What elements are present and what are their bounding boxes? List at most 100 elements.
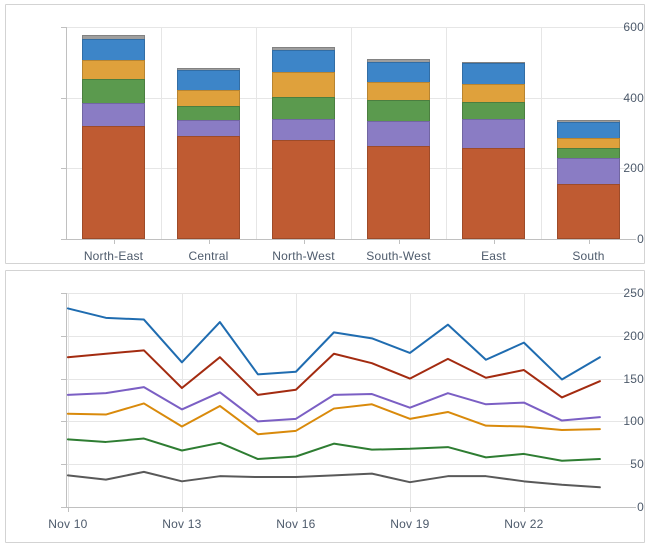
line-chart-gridline [66,378,636,380]
bar-stack[interactable] [82,27,145,239]
bar-segment[interactable] [367,58,430,62]
bar-stack[interactable] [557,27,620,239]
bar-segment[interactable] [557,121,620,138]
line-chart-xtick-mark [68,507,69,512]
bar-stack[interactable] [272,27,335,239]
bar-segment[interactable] [272,140,335,239]
bar-segment[interactable] [557,183,620,239]
line-series[interactable] [66,470,601,489]
bar-chart-xtick-mark [303,239,305,244]
bar-chart-x-axis [66,239,636,240]
line-chart-gridline [66,293,636,294]
line-chart-ytick-label: 50 [630,457,644,472]
bar-segment[interactable] [272,118,335,141]
bar-segment[interactable] [557,137,620,149]
line-chart-xtick-label: Nov 22 [504,517,544,531]
bar-segment[interactable] [367,146,430,239]
bar-segment[interactable] [272,72,335,97]
multi-line-chart-panel: 0 50 100 150 200 250 Nov 10 Nov 13 Nov 16 Nov 19 N… [5,270,645,543]
bar-chart-category-divider [161,27,162,239]
line-chart-xtick-mark [296,507,297,512]
bar-chart-ytick-mark [61,239,66,240]
bar-segment[interactable] [82,125,145,239]
line-chart-xtick-label: Nov 19 [390,517,430,531]
bar-segment[interactable] [82,38,145,60]
line-series[interactable] [66,437,601,462]
line-chart-xtick-label: Nov 10 [48,517,88,531]
line-chart-xtick-mark [524,507,525,512]
bar-segment[interactable] [462,62,525,84]
bar-chart-category-label: South-West [366,249,431,263]
bar-segment[interactable] [557,119,620,122]
line-series[interactable] [66,386,601,423]
bar-segment[interactable] [462,118,525,149]
bar-segment[interactable] [367,61,430,82]
bar-chart-category-divider [351,27,352,239]
line-chart-series-layer [66,307,601,489]
bar-chart-ytick-mark [61,97,66,99]
bar-segment[interactable] [177,136,240,239]
bar-segment[interactable] [177,68,240,71]
line-chart-ytick-label: 250 [623,286,644,300]
line-series[interactable] [66,402,601,436]
bar-chart-xtick-mark [588,239,590,244]
bar-chart-category-label: South [572,249,605,263]
bar-segment[interactable] [272,46,335,51]
line-chart-xtick-label: Nov 16 [276,517,316,531]
bar-segment[interactable] [177,70,240,90]
line-chart-gridline [66,464,636,466]
bar-segment[interactable] [177,89,240,106]
line-chart-ytick-label: 150 [623,371,644,386]
bar-segment[interactable] [557,158,620,184]
line-chart-x-axis [66,507,636,508]
bar-chart-ytick-label: 400 [623,90,644,105]
line-chart-ytick-mark [61,507,66,508]
bar-segment[interactable] [82,34,145,39]
line-chart-gridline [66,335,636,337]
bar-segment[interactable] [177,105,240,120]
line-chart-ytick-label: 200 [623,328,644,343]
bar-segment[interactable] [462,61,525,63]
bar-chart-category-divider [256,27,257,239]
line-chart-vertical-gridline [410,293,411,507]
bar-chart-ytick-label: 600 [623,20,644,34]
bar-chart-category-label: East [481,249,506,263]
multi-line-plot-area: 0 50 100 150 200 250 Nov 10 Nov 13 Nov 16 Nov 19 N… [6,271,644,542]
bar-segment[interactable] [367,120,430,147]
bar-chart-ytick-label: 0 [637,232,644,246]
bar-segment[interactable] [82,79,145,103]
bar-segment[interactable] [557,148,620,159]
bar-segment[interactable] [367,81,430,101]
line-chart-xtick-mark [410,507,411,512]
line-chart-ytick-mark [61,421,66,423]
bar-segment[interactable] [367,100,430,121]
bar-segment[interactable] [272,96,335,119]
line-chart-ytick-label: 0 [637,500,644,514]
bar-chart-ytick-label: 200 [623,161,644,176]
line-chart-xtick-label: Nov 13 [162,517,202,531]
bar-segment[interactable] [272,50,335,73]
bar-stack[interactable] [367,27,430,239]
line-chart-vertical-gridline [524,293,525,507]
bar-chart-xtick-mark [398,239,400,244]
bar-segment[interactable] [82,59,145,80]
bar-chart-xtick-mark [113,239,115,244]
bar-stack[interactable] [177,27,240,239]
stacked-bar-plot-area: 0 200 400 600 North-East Central North-West Sou… [6,5,644,263]
line-chart-vertical-gridline [296,293,297,507]
bar-segment[interactable] [462,83,525,103]
bar-chart-category-label: North-East [83,249,144,263]
bar-segment[interactable] [82,102,145,126]
bar-stack[interactable] [462,27,525,239]
bar-segment[interactable] [177,119,240,137]
bar-chart-xtick-mark [493,239,495,244]
line-series[interactable] [66,349,601,399]
bar-segment[interactable] [462,102,525,119]
line-chart-vertical-gridline [182,293,183,507]
bar-chart-category-divider [446,27,447,239]
line-series[interactable] [66,307,601,381]
bar-segment[interactable] [462,148,525,239]
line-chart-vertical-gridline [68,293,69,507]
stacked-bar-chart-panel: 0 200 400 600 North-East Central North-West Sou… [5,4,645,264]
